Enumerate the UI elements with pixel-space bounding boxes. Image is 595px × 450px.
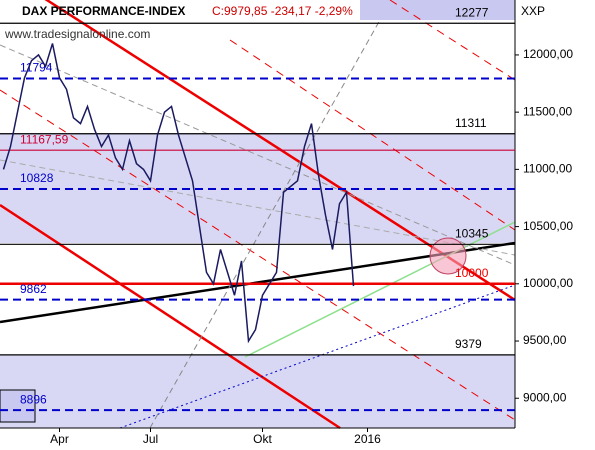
- trend-line: [0, 44, 516, 266]
- trend-line: [0, 241, 516, 324]
- price-line: [2, 43, 355, 344]
- level-label: 10828: [20, 171, 54, 185]
- level-label: 12277: [455, 5, 489, 19]
- zone: [0, 133, 515, 243]
- x-tick-label: Okt: [253, 432, 272, 446]
- zone: [360, 0, 515, 20]
- source: www.tradesignalonline.com: [4, 27, 150, 41]
- x-tick-label: Apr: [50, 432, 69, 446]
- level-label: 11167,59: [20, 132, 69, 146]
- trend-line: [389, 0, 516, 81]
- drawings: [0, 0, 516, 430]
- level-label: 9862: [20, 282, 47, 296]
- quote: C:9979,85 -234,17 -2,29%: [212, 4, 353, 18]
- level-label: 11311: [455, 116, 487, 130]
- trend-line: [44, 0, 516, 302]
- symbol: XXP: [521, 4, 545, 18]
- y-tick-label: 11000,00: [523, 162, 572, 176]
- y-tick-label: 9000,00: [523, 390, 567, 404]
- trend-line: [0, 203, 341, 430]
- trend-line: [229, 39, 516, 231]
- y-tick-label: 10500,00: [523, 219, 573, 233]
- level-label: 10345: [455, 226, 489, 240]
- title: DAX PERFORMANCE-INDEX: [22, 4, 185, 18]
- box: [0, 389, 36, 423]
- level-label: 9379: [455, 337, 482, 351]
- level-label: 10000: [455, 266, 489, 280]
- marker-circle: [429, 237, 467, 275]
- y-tick-label: 12000,00: [523, 47, 573, 61]
- y-tick-label: 11500,00: [523, 104, 572, 118]
- level-label: 8896: [20, 392, 47, 406]
- trend-line: [0, 89, 516, 421]
- level-label: 11794: [20, 61, 53, 75]
- y-tick-label: 10000,00: [523, 276, 573, 290]
- x-tick-label: 2016: [354, 432, 381, 446]
- trend-line: [0, 159, 516, 256]
- trend-line: [119, 284, 516, 429]
- trend-line: [149, 19, 381, 429]
- zone: [0, 355, 515, 428]
- x-tick-label: Jul: [143, 432, 158, 446]
- y-tick-label: 9500,00: [523, 333, 567, 347]
